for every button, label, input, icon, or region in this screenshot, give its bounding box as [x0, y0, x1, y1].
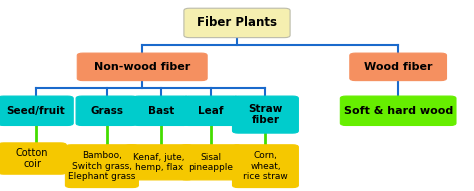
- Text: Soft & hard wood: Soft & hard wood: [344, 106, 453, 116]
- Text: Bamboo,
Switch grass,
Elephant grass: Bamboo, Switch grass, Elephant grass: [68, 151, 136, 181]
- FancyBboxPatch shape: [350, 53, 447, 81]
- Text: Grass: Grass: [90, 106, 123, 116]
- Text: Leaf: Leaf: [198, 106, 224, 116]
- Text: Non-wood fiber: Non-wood fiber: [94, 62, 191, 72]
- FancyBboxPatch shape: [232, 145, 299, 188]
- Text: Fiber Plants: Fiber Plants: [197, 16, 277, 29]
- Text: Seed/fruit: Seed/fruit: [6, 106, 65, 116]
- FancyBboxPatch shape: [232, 96, 299, 133]
- FancyBboxPatch shape: [0, 96, 73, 125]
- Text: Kenaf, jute,
hemp, flax: Kenaf, jute, hemp, flax: [133, 153, 184, 172]
- FancyBboxPatch shape: [182, 96, 239, 125]
- FancyBboxPatch shape: [77, 53, 207, 81]
- FancyBboxPatch shape: [184, 8, 290, 38]
- Text: Wood fiber: Wood fiber: [364, 62, 432, 72]
- FancyBboxPatch shape: [0, 143, 66, 174]
- FancyBboxPatch shape: [65, 145, 138, 188]
- FancyBboxPatch shape: [125, 145, 193, 180]
- FancyBboxPatch shape: [133, 96, 189, 125]
- FancyBboxPatch shape: [76, 96, 137, 125]
- FancyBboxPatch shape: [180, 145, 242, 180]
- Text: Bast: Bast: [148, 106, 174, 116]
- Text: Sisal
pineapple: Sisal pineapple: [189, 153, 233, 172]
- FancyBboxPatch shape: [340, 96, 456, 125]
- Text: Straw
fiber: Straw fiber: [248, 104, 283, 125]
- Text: Corn,
wheat,
rice straw: Corn, wheat, rice straw: [243, 151, 288, 181]
- Text: Cotton
coir: Cotton coir: [16, 148, 48, 169]
